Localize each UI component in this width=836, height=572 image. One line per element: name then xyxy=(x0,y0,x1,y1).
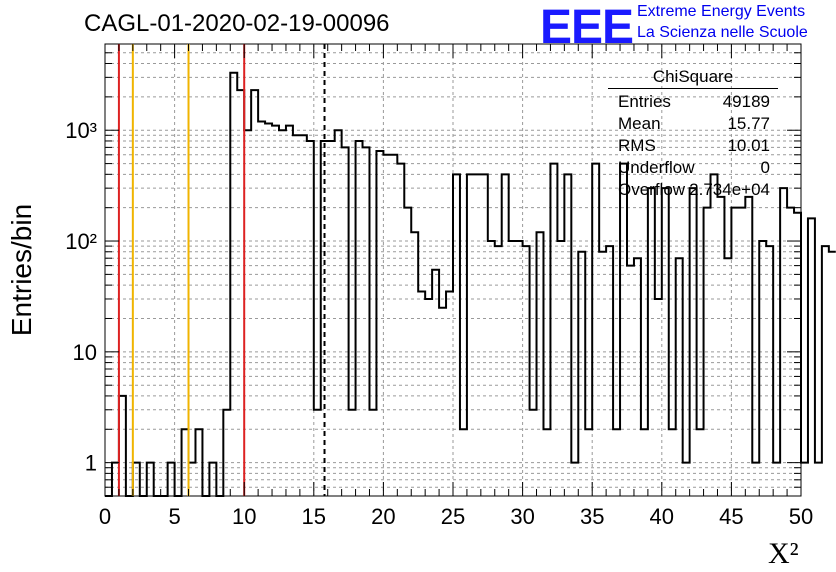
stats-value: 2.734e+04 xyxy=(689,180,770,199)
logo-line-2: La Scienza nelle Scuole xyxy=(637,24,808,41)
stats-row-entries: Entries 49189 xyxy=(608,91,778,113)
y-tick-label: 1 xyxy=(85,451,97,476)
x-tick-label: 25 xyxy=(441,504,465,529)
stats-value: 15.77 xyxy=(727,114,770,133)
stats-row-overflow: Overflow 2.734e+04 xyxy=(608,179,778,201)
stats-row-rms: RMS 10.01 xyxy=(608,135,778,157)
logo-line-1: Extreme Energy Events xyxy=(637,3,806,20)
x-tick-label: 15 xyxy=(302,504,326,529)
x-tick-label: 50 xyxy=(789,504,813,529)
stats-label: Entries xyxy=(618,92,671,111)
stats-value: 10.01 xyxy=(727,136,770,155)
chart-title: CAGL-01-2020-02-19-00096 xyxy=(84,10,390,37)
y-tick-label: 10² xyxy=(65,229,97,254)
stats-value: 0 xyxy=(760,158,770,177)
stats-box: ChiSquare Entries 49189 Mean 15.77 RMS 10.0… xyxy=(608,67,778,201)
stats-label: Underflow xyxy=(618,158,695,177)
x-tick-label: 10 xyxy=(232,504,256,529)
stats-label: Overflow xyxy=(618,180,686,199)
x-tick-label: 5 xyxy=(168,504,180,529)
x-axis-label: X² xyxy=(768,537,799,570)
stats-row-underflow: Underflow 0 xyxy=(608,157,778,179)
y-axis-label: Entries/bin xyxy=(6,203,37,337)
x-tick-label: 45 xyxy=(719,504,743,529)
stats-title: ChiSquare xyxy=(608,67,778,89)
eee-logo: EEE xyxy=(540,1,634,54)
stats-row-mean: Mean 15.77 xyxy=(608,113,778,135)
stats-label: RMS xyxy=(618,136,656,155)
y-tick-label: 10 xyxy=(73,340,97,365)
histogram-series xyxy=(105,71,836,497)
stats-label: Mean xyxy=(618,114,661,133)
x-tick-label: 40 xyxy=(650,504,674,529)
stats-value: 49189 xyxy=(722,92,770,111)
x-tick-label: 30 xyxy=(510,504,534,529)
y-tick-label: 10³ xyxy=(65,118,97,143)
x-tick-label: 0 xyxy=(99,504,111,529)
x-tick-label: 35 xyxy=(580,504,604,529)
x-tick-label: 20 xyxy=(371,504,395,529)
